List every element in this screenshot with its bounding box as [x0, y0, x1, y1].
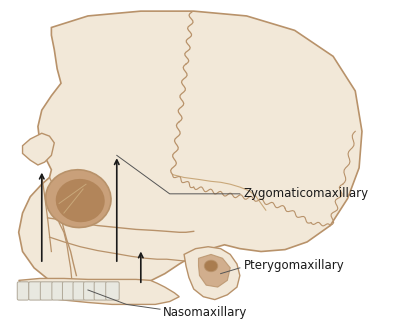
Polygon shape: [198, 254, 230, 287]
Polygon shape: [19, 11, 362, 293]
Ellipse shape: [46, 170, 111, 228]
FancyBboxPatch shape: [62, 282, 74, 300]
Polygon shape: [19, 278, 179, 304]
FancyBboxPatch shape: [84, 282, 95, 300]
FancyBboxPatch shape: [52, 282, 64, 300]
Ellipse shape: [204, 260, 218, 272]
FancyBboxPatch shape: [40, 282, 53, 300]
Ellipse shape: [56, 179, 105, 222]
FancyBboxPatch shape: [94, 282, 107, 300]
Polygon shape: [23, 133, 54, 165]
Text: Pterygomaxillary: Pterygomaxillary: [244, 260, 345, 272]
FancyBboxPatch shape: [17, 282, 29, 300]
Polygon shape: [184, 247, 240, 300]
FancyBboxPatch shape: [106, 282, 119, 300]
FancyBboxPatch shape: [73, 282, 85, 300]
FancyBboxPatch shape: [29, 282, 41, 300]
Text: Zygomaticomaxillary: Zygomaticomaxillary: [244, 187, 369, 200]
Text: Nasomaxillary: Nasomaxillary: [163, 306, 247, 318]
